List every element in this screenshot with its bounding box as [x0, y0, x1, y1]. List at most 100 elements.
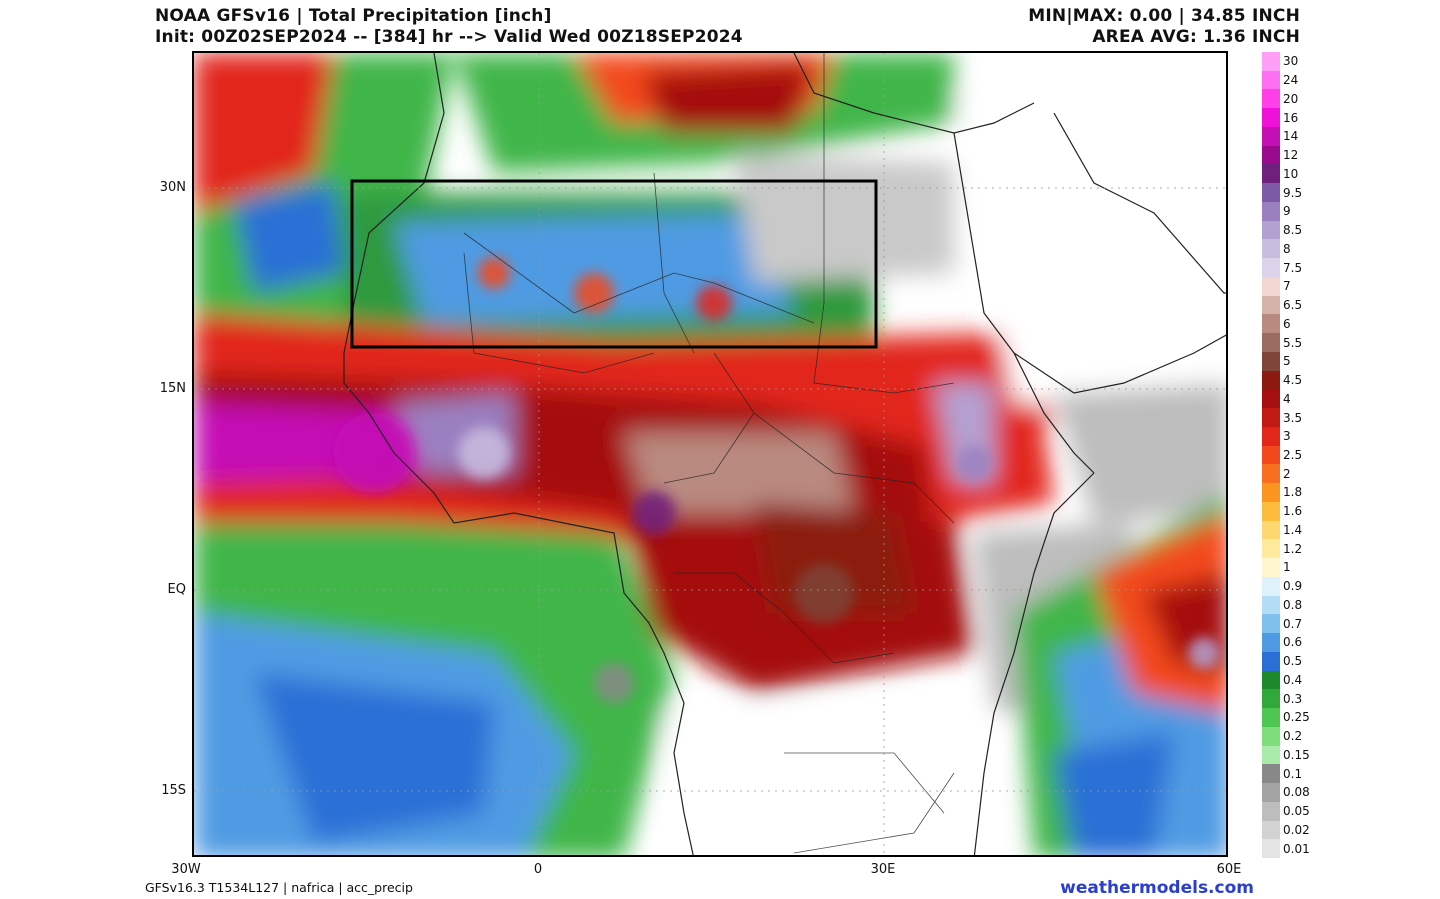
- legend-swatch: [1262, 183, 1280, 203]
- legend-swatch: [1262, 445, 1280, 465]
- legend-swatch: [1262, 783, 1280, 803]
- legend-label: 5.5: [1283, 335, 1303, 350]
- legend-label: 1: [1283, 560, 1291, 575]
- legend-label: 0.25: [1283, 710, 1310, 725]
- legend-swatch: [1262, 276, 1280, 297]
- legend-label: 0.6: [1283, 635, 1303, 650]
- legend-label: 10: [1283, 166, 1299, 181]
- legend-swatch: [1262, 745, 1280, 765]
- lat-label-eq: EQ: [167, 582, 186, 597]
- legend-label: 0.2: [1283, 729, 1303, 744]
- legend-swatch: [1262, 351, 1280, 372]
- legend-swatch: [1262, 295, 1280, 315]
- legend-swatch: [1262, 708, 1280, 728]
- legend-label: 0.4: [1283, 672, 1303, 687]
- legend-swatch: [1262, 145, 1280, 165]
- legend-label: 6: [1283, 316, 1291, 331]
- lat-label-15s: 15S: [161, 783, 186, 798]
- legend-swatch: [1262, 314, 1280, 334]
- legend-label: 1.8: [1283, 485, 1303, 500]
- lon-label-30e: 30E: [870, 862, 896, 877]
- legend-swatch: [1262, 764, 1280, 784]
- legend-label: 0.02: [1283, 822, 1310, 837]
- min-max-readout: MIN|MAX: 0.00 | 34.85 INCH: [1028, 6, 1300, 26]
- legend-swatch: [1262, 520, 1280, 540]
- legend-swatch: [1262, 651, 1280, 672]
- legend-label: 2: [1283, 466, 1291, 481]
- legend-label: 4.5: [1283, 373, 1303, 388]
- legend-label: 0.8: [1283, 597, 1303, 612]
- legend-label: 0.9: [1283, 579, 1303, 594]
- lon-label-0: 0: [533, 862, 543, 877]
- legend-label: 0.5: [1283, 654, 1303, 669]
- legend-swatch: [1262, 164, 1280, 184]
- legend-label: 1.2: [1283, 541, 1303, 556]
- legend-swatch: [1262, 70, 1280, 90]
- legend-swatch: [1262, 370, 1280, 390]
- legend-swatch: [1262, 408, 1280, 428]
- color-legend: [1262, 52, 1280, 859]
- legend-swatch: [1262, 689, 1280, 709]
- legend-swatch: [1262, 333, 1280, 353]
- legend-label: 3.5: [1283, 410, 1303, 425]
- legend-label: 8: [1283, 241, 1291, 256]
- legend-label: 0.7: [1283, 616, 1303, 631]
- legend-label: 0.15: [1283, 747, 1310, 762]
- legend-swatch: [1262, 820, 1280, 840]
- legend-label: 0.08: [1283, 785, 1310, 800]
- legend-label: 5: [1283, 354, 1291, 369]
- legend-label: 0.01: [1283, 841, 1310, 856]
- legend-label: 7.5: [1283, 260, 1303, 275]
- legend-label: 3: [1283, 429, 1291, 444]
- legend-label: 8.5: [1283, 223, 1303, 238]
- legend-swatch: [1262, 108, 1280, 128]
- legend-swatch: [1262, 258, 1280, 278]
- legend-label: 30: [1283, 54, 1299, 69]
- legend-swatch: [1262, 239, 1280, 259]
- legend-swatch: [1262, 726, 1280, 747]
- legend-label: 2.5: [1283, 448, 1303, 462]
- legend-swatch: [1262, 126, 1280, 147]
- precipitation-map: [192, 51, 1228, 857]
- legend-swatch: [1262, 389, 1280, 409]
- legend-swatch: [1262, 201, 1280, 222]
- legend-swatch: [1262, 801, 1280, 821]
- legend-swatch: [1262, 670, 1280, 690]
- legend-swatch: [1262, 595, 1280, 615]
- legend-label: 14: [1283, 129, 1299, 144]
- legend-label: 1.6: [1283, 504, 1303, 519]
- model-info-footer: GFSv16.3 T1534L127 | nafrica | acc_preci…: [145, 880, 413, 895]
- lat-label-15n: 15N: [159, 381, 186, 396]
- legend-label: 20: [1283, 91, 1299, 106]
- legend-label: 6.5: [1283, 298, 1303, 313]
- legend-label: 4: [1283, 391, 1291, 406]
- map-subtitle: Init: 00Z02SEP2024 -- [384] hr --> Valid…: [155, 27, 743, 47]
- legend-swatch: [1262, 464, 1280, 484]
- legend-swatch: [1262, 483, 1280, 503]
- legend-label: 16: [1283, 110, 1299, 125]
- legend-swatch: [1262, 89, 1280, 109]
- lon-label-30w: 30W: [171, 862, 201, 877]
- legend-swatch: [1262, 52, 1280, 72]
- legend-label: 7: [1283, 279, 1291, 294]
- legend-swatch: [1262, 614, 1280, 634]
- legend-swatch: [1262, 633, 1280, 653]
- area-average-readout: AREA AVG: 1.36 INCH: [1092, 27, 1300, 47]
- lat-label-30n: 30N: [159, 180, 186, 195]
- legend-swatch: [1262, 220, 1280, 240]
- map-title: NOAA GFSv16 | Total Precipitation [inch]: [155, 6, 552, 26]
- legend-label: 24: [1283, 73, 1299, 88]
- legend-label: 9: [1283, 204, 1291, 219]
- legend-label: 0.3: [1283, 691, 1303, 706]
- legend-label: 9.5: [1283, 185, 1303, 200]
- legend-swatch: [1262, 558, 1280, 578]
- lon-label-60e: 60E: [1216, 862, 1242, 877]
- legend-label: 12: [1283, 148, 1299, 163]
- legend-swatch: [1262, 539, 1280, 559]
- legend-swatch: [1262, 839, 1280, 859]
- legend-swatch: [1262, 576, 1280, 597]
- legend-label: 0.05: [1283, 804, 1310, 819]
- legend-swatch: [1262, 501, 1280, 522]
- legend-label: 0.1: [1283, 766, 1303, 781]
- brand-link[interactable]: weathermodels.com: [1060, 878, 1254, 898]
